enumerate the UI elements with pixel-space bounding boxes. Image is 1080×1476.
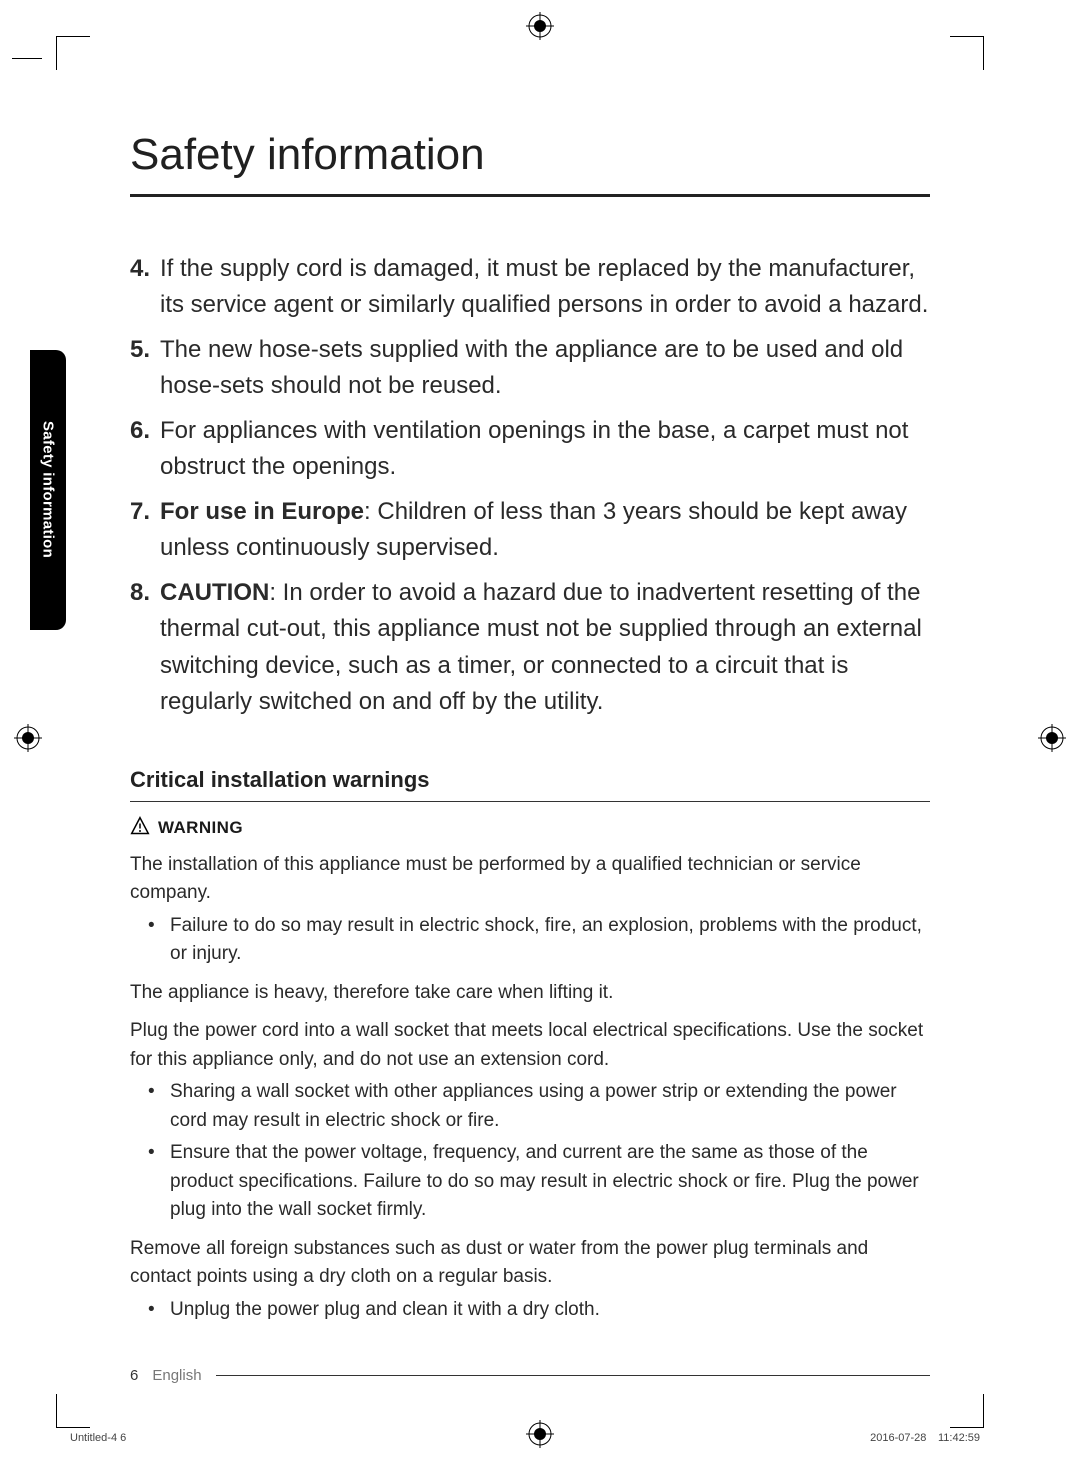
page-footer: 6 English <box>130 1367 930 1384</box>
list-number: 7. <box>130 494 160 567</box>
bullet-list: •Unplug the power plug and clean it with… <box>130 1296 930 1325</box>
bullet-item: •Failure to do so may result in electric… <box>130 912 930 969</box>
bullet-dot-icon: • <box>148 912 158 969</box>
crop-mark-tr <box>950 36 984 70</box>
list-number: 6. <box>130 413 160 486</box>
list-item: 4. If the supply cord is damaged, it mus… <box>130 251 930 324</box>
bullet-dot-icon: • <box>148 1139 158 1225</box>
warning-icon <box>130 816 150 841</box>
bullet-item: •Unplug the power plug and clean it with… <box>130 1296 930 1325</box>
paragraph: The appliance is heavy, therefore take c… <box>130 979 930 1008</box>
side-tab-label: Safety information <box>40 421 57 558</box>
section-heading: Critical installation warnings <box>130 767 930 802</box>
bullet-dot-icon: • <box>148 1296 158 1325</box>
list-number: 5. <box>130 332 160 405</box>
page-language: English <box>152 1367 201 1384</box>
paragraph: Plug the power cord into a wall socket t… <box>130 1017 930 1074</box>
footer-rule <box>216 1375 930 1376</box>
page-title: Safety information <box>130 130 930 197</box>
list-number: 8. <box>130 575 160 721</box>
warning-label: WARNING <box>158 818 243 838</box>
registration-mark-top-icon <box>526 12 554 40</box>
registration-mark-left-icon <box>14 724 42 752</box>
list-text: The new hose-sets supplied with the appl… <box>160 332 930 405</box>
registration-mark-right-icon <box>1038 724 1066 752</box>
page-number: 6 <box>130 1367 138 1384</box>
crop-mark-tl <box>56 36 90 70</box>
list-item: 7. For use in Europe: Children of less t… <box>130 494 930 567</box>
list-item: 6. For appliances with ventilation openi… <box>130 413 930 486</box>
bullet-item: •Sharing a wall socket with other applia… <box>130 1078 930 1135</box>
list-number: 4. <box>130 251 160 324</box>
page-root: Safety information Safety information 4.… <box>0 0 1080 1476</box>
crop-mark-bl <box>56 1394 90 1428</box>
print-meta-left: Untitled-4 6 <box>70 1432 126 1444</box>
warning-body: The installation of this appliance must … <box>130 851 930 1325</box>
registration-mark-bottom-icon <box>526 1420 554 1448</box>
print-meta-right: 2016-07-28 11:42:59 <box>870 1432 980 1444</box>
paragraph: Remove all foreign substances such as du… <box>130 1235 930 1292</box>
side-tab: Safety information <box>30 350 66 630</box>
bullet-dot-icon: • <box>148 1078 158 1135</box>
paragraph: The installation of this appliance must … <box>130 851 930 908</box>
list-text: For use in Europe: Children of less than… <box>160 494 930 567</box>
warning-row: WARNING <box>130 816 930 841</box>
crop-mark-br <box>950 1394 984 1428</box>
bullet-list: •Failure to do so may result in electric… <box>130 912 930 969</box>
bullet-item: •Ensure that the power voltage, frequenc… <box>130 1139 930 1225</box>
list-item: 8. CAUTION: In order to avoid a hazard d… <box>130 575 930 721</box>
list-text: If the supply cord is damaged, it must b… <box>160 251 930 324</box>
list-text: CAUTION: In order to avoid a hazard due … <box>160 575 930 721</box>
list-item: 5. The new hose-sets supplied with the a… <box>130 332 930 405</box>
bullet-list: •Sharing a wall socket with other applia… <box>130 1078 930 1225</box>
tick-mark <box>12 58 42 59</box>
numbered-list: 4. If the supply cord is damaged, it mus… <box>130 251 930 721</box>
list-text: For appliances with ventilation openings… <box>160 413 930 486</box>
content-area: Safety information 4. If the supply cord… <box>130 130 930 1356</box>
